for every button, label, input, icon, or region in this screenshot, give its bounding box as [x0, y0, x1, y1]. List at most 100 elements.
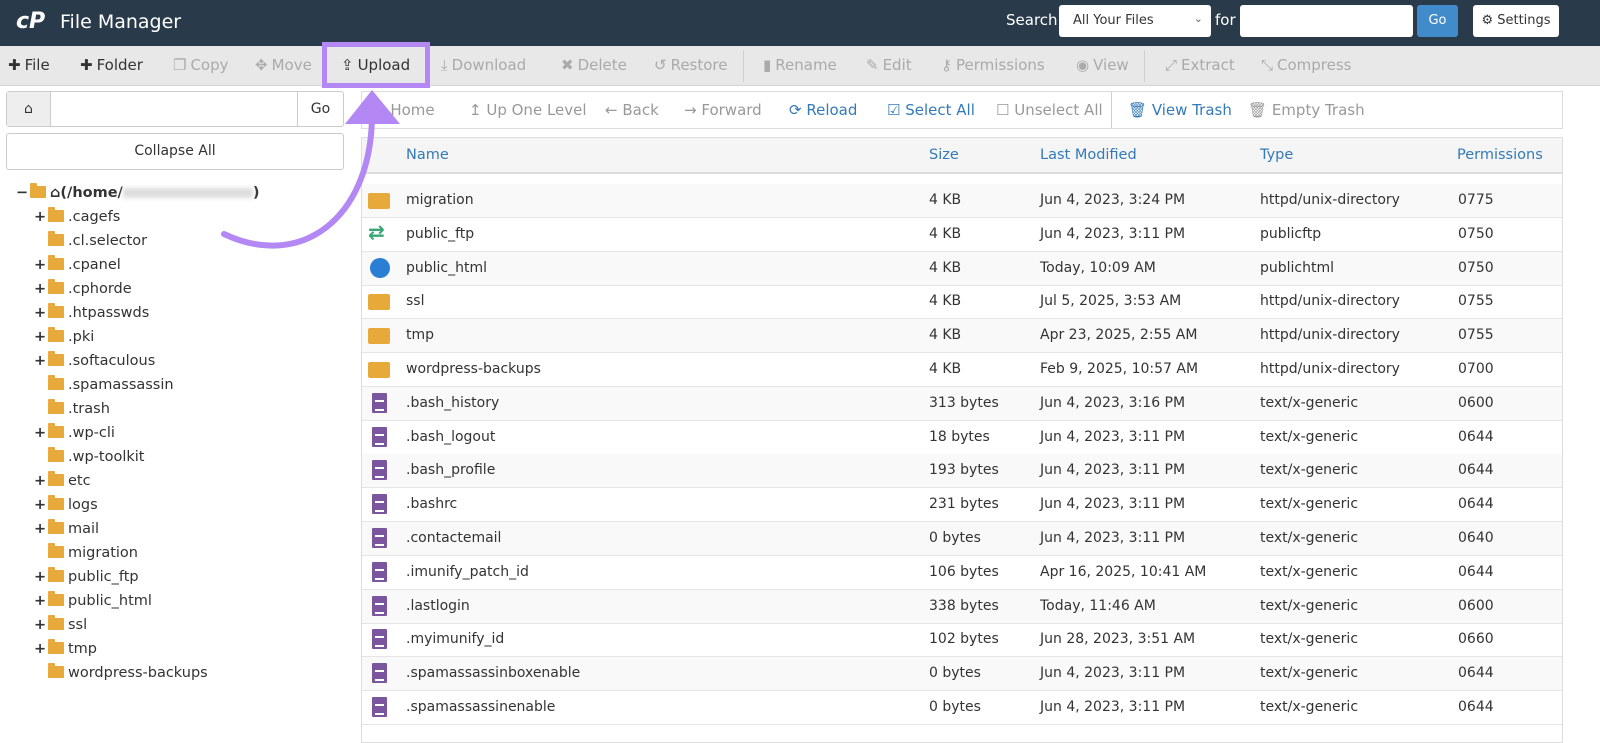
collapse-icon[interactable]: − [16, 185, 29, 201]
file-name[interactable]: .spamassassinenable [406, 699, 556, 715]
table-row[interactable]: .imunify_patch_id 106 bytes Apr 16, 2025, … [362, 556, 1562, 590]
collapse-all-button[interactable]: Collapse All [6, 133, 344, 170]
file-name[interactable]: public_html [406, 259, 488, 276]
table-row[interactable]: .bash_logout 18 bytes Jun 4, 2023, 3:11 PM… [362, 421, 1562, 455]
tree-item[interactable]: .cl.selector [34, 230, 147, 252]
column-permissions[interactable]: Permissions [1457, 147, 1543, 163]
tree-item[interactable]: + .cagefs [34, 206, 120, 228]
toolbar-download-button[interactable]: ⤓ Download [441, 56, 526, 74]
file-name[interactable]: .lastlogin [406, 597, 470, 614]
column-type[interactable]: Type [1260, 147, 1294, 163]
file-name[interactable]: .bash_history [406, 394, 500, 411]
table-row[interactable]: wordpress-backups 4 KB Feb 9, 2025, 10:57 … [362, 353, 1562, 387]
file-name[interactable]: migration [406, 192, 474, 208]
column-size[interactable]: Size [929, 147, 959, 163]
table-row[interactable]: .bash_history 313 bytes Jun 4, 2023, 3:16 … [362, 386, 1562, 421]
table-row[interactable]: .spamassassinboxenable 0 bytes Jun 4, 2023… [362, 657, 1562, 692]
toolbar-extract-button[interactable]: ⤢ Extract [1165, 56, 1235, 74]
toolbar-view-button[interactable]: ◉ View [1076, 56, 1129, 74]
column-last-modified[interactable]: Last Modified [1040, 147, 1137, 163]
file-name[interactable]: .contactemail [406, 530, 502, 546]
toolbar-move-button[interactable]: ✥ Move [255, 56, 312, 74]
tree-item[interactable]: .trash [34, 398, 110, 420]
tree-item[interactable]: + ssl [34, 614, 87, 636]
expand-icon[interactable]: + [34, 425, 47, 441]
expand-icon[interactable]: + [34, 281, 47, 297]
toolbar-rename-button[interactable]: ▮ Rename [763, 56, 837, 74]
toolbar-delete-button[interactable]: ✖ Delete [561, 56, 627, 74]
cpanel-logo[interactable]: cP [16, 9, 46, 34]
nav-forward-button[interactable]: → Forward [684, 101, 762, 119]
file-name[interactable]: tmp [406, 327, 435, 344]
toolbar-restore-button[interactable]: ↺ Restore [654, 56, 728, 74]
tree-item[interactable]: + .cphorde [34, 278, 132, 300]
nav-reload-button[interactable]: ⟳ Reload [789, 101, 857, 119]
tree-item[interactable]: + .softaculous [34, 350, 155, 372]
table-row[interactable]: .myimunify_id 102 bytes Jun 28, 2023, 3:51… [362, 623, 1562, 658]
toolbar-folder-button[interactable]: ✚ Folder [80, 56, 143, 74]
file-name[interactable]: ssl [406, 293, 425, 310]
file-name[interactable]: .spamassassinboxenable [406, 665, 581, 682]
tree-item[interactable]: + etc [34, 470, 91, 492]
nav-view-trash-button[interactable]: 🗑 View Trash [1128, 101, 1232, 119]
path-input[interactable] [53, 92, 297, 126]
expand-icon[interactable]: + [34, 497, 47, 513]
tree-root[interactable]: − ⌂(/home/) [16, 182, 259, 204]
file-name[interactable]: .bash_logout [406, 428, 496, 445]
tree-item[interactable]: wordpress-backups [34, 662, 208, 684]
table-row[interactable]: .bashrc 231 bytes Jun 4, 2023, 3:11 PM text… [362, 488, 1562, 523]
tree-item[interactable]: + logs [34, 494, 98, 516]
nav-empty-trash-button[interactable]: 🗑 Empty Trash [1248, 101, 1365, 119]
search-scope-select[interactable]: All Your Files ⌄ [1059, 5, 1211, 37]
tree-item[interactable]: .spamassassin [34, 374, 174, 396]
table-row[interactable]: ⇄ public_ftp 4 KB Jun 4, 2023, 3:11 PM publi… [362, 218, 1562, 252]
nav-unselect-all-button[interactable]: ☐ Unselect All [996, 101, 1103, 119]
nav-up-one-level-button[interactable]: ↥ Up One Level [469, 101, 587, 119]
table-row[interactable]: ssl 4 KB Jul 5, 2025, 3:53 AM httpd/unix-di… [362, 285, 1562, 320]
tree-item[interactable]: .wp-toolkit [34, 446, 144, 468]
table-row[interactable]: .lastlogin 338 bytes Today, 11:46 AM text/x… [362, 589, 1562, 624]
path-go-button[interactable]: Go [297, 92, 343, 126]
nav-select-all-button[interactable]: ☑ Select All [887, 101, 975, 119]
expand-icon[interactable]: + [34, 257, 47, 273]
home-icon[interactable]: ⌂ [7, 92, 51, 126]
file-name[interactable]: .myimunify_id [406, 631, 505, 648]
tree-item[interactable]: + .htpasswds [34, 302, 149, 324]
expand-icon[interactable]: + [34, 593, 47, 609]
table-row[interactable]: .bash_profile 193 bytes Jun 4, 2023, 3:11 … [362, 454, 1562, 489]
table-row[interactable]: .contactemail 0 bytes Jun 4, 2023, 3:11 PM… [362, 522, 1562, 556]
table-row[interactable]: public_html 4 KB Today, 10:09 AM publichtml… [362, 251, 1562, 286]
tree-item[interactable]: + .wp-cli [34, 422, 115, 444]
expand-icon[interactable]: + [34, 617, 47, 633]
column-name[interactable]: Name [406, 147, 449, 163]
tree-item[interactable]: + tmp [34, 638, 97, 660]
file-name[interactable]: public_ftp [406, 225, 475, 242]
toolbar-copy-button[interactable]: ❐ Copy [173, 56, 229, 74]
toolbar-edit-button[interactable]: ✎ Edit [866, 56, 912, 74]
tree-item[interactable]: + public_ftp [34, 566, 139, 588]
toolbar-compress-button[interactable]: ⤡ Compress [1261, 56, 1352, 74]
expand-icon[interactable]: + [34, 569, 47, 585]
search-go-button[interactable]: Go [1417, 5, 1458, 37]
toolbar-file-button[interactable]: ✚ File [8, 56, 50, 74]
toolbar-upload-button[interactable]: ⇪ Upload [341, 56, 410, 74]
nav-back-button[interactable]: ← Back [605, 101, 659, 119]
table-row[interactable]: .spamassassinenable 0 bytes Jun 4, 2023, 3… [362, 691, 1562, 725]
file-name[interactable]: .imunify_patch_id [406, 563, 529, 580]
expand-icon[interactable]: + [34, 641, 47, 657]
file-name[interactable]: .bashrc [406, 496, 458, 513]
file-name[interactable]: wordpress-backups [406, 361, 541, 377]
expand-icon[interactable]: + [34, 473, 47, 489]
tree-item[interactable]: migration [34, 542, 138, 564]
nav-home-button[interactable]: ⌂ Home [376, 101, 435, 119]
tree-item[interactable]: + .pki [34, 326, 94, 348]
table-row[interactable]: tmp 4 KB Apr 23, 2025, 2:55 AM httpd/unix-d… [362, 319, 1562, 354]
expand-icon[interactable]: + [34, 329, 47, 345]
search-input[interactable] [1240, 5, 1413, 37]
table-row[interactable]: migration 4 KB Jun 4, 2023, 3:24 PM httpd/u… [362, 184, 1562, 218]
toolbar-permissions-button[interactable]: ⚷ Permissions [941, 56, 1045, 74]
settings-button[interactable]: ⚙ Settings [1473, 5, 1559, 37]
tree-item[interactable]: + .cpanel [34, 254, 121, 276]
expand-icon[interactable]: + [34, 521, 47, 537]
expand-icon[interactable]: + [34, 305, 47, 321]
